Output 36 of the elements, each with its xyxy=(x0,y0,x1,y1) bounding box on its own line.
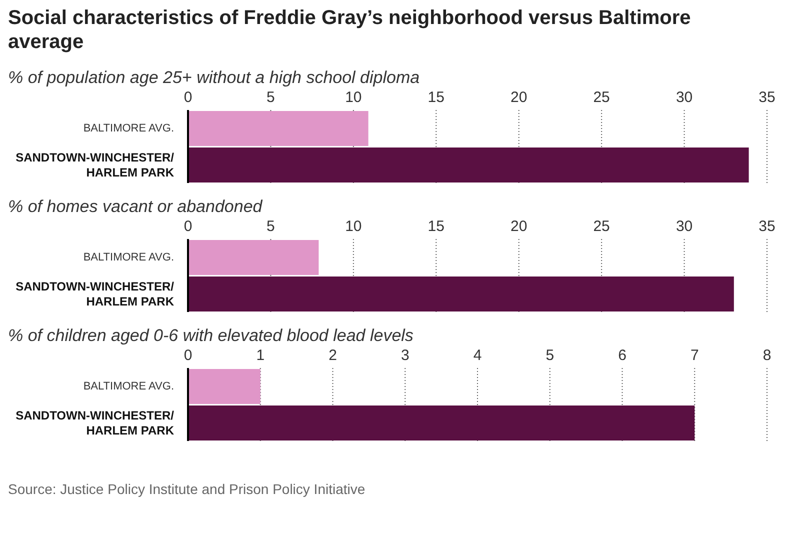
x-tick-label: 10 xyxy=(345,89,362,106)
x-tick-label: 20 xyxy=(510,218,528,235)
chart-subtitle: % of homes vacant or abandoned xyxy=(7,196,264,217)
x-tick-label: 35 xyxy=(758,89,776,106)
x-tick-label: 7 xyxy=(690,347,699,364)
y-tick-label: BALTIMORE AVG. xyxy=(83,251,174,264)
x-tick-label: 30 xyxy=(676,89,693,106)
x-tick-label: 15 xyxy=(428,89,444,106)
x-tick-label: 20 xyxy=(510,89,528,106)
x-tick-label: 15 xyxy=(428,218,444,235)
x-tick-label: 3 xyxy=(400,347,410,364)
source-note: Source: Justice Policy Institute and Prison Policy Initiative xyxy=(7,480,366,497)
x-tick-label: 5 xyxy=(546,347,554,364)
x-tick-label: 5 xyxy=(266,89,275,106)
x-tick-label: 1 xyxy=(256,347,265,364)
x-tick-label: 30 xyxy=(676,218,693,235)
chart-subtitle: % of population age 25+ without a high school diploma xyxy=(7,67,421,88)
x-tick-label: 4 xyxy=(473,347,482,364)
x-tick-label: 0 xyxy=(184,347,192,364)
y-tick-label: BALTIMORE AVG. xyxy=(83,122,174,134)
x-tick-label: 35 xyxy=(758,218,776,235)
x-tick-label: 25 xyxy=(593,218,610,235)
x-tick-label: 5 xyxy=(266,218,275,235)
x-tick-label: 10 xyxy=(345,218,362,235)
x-tick-label: 0 xyxy=(184,218,192,235)
y-tick-label: SANDTOWN-WINCHESTER/ HARLEM PARK xyxy=(16,150,175,180)
chart-title: Social characteristics of Freddie Gray’s neighborhood versus Baltimore average xyxy=(7,6,692,54)
y-tick-label: SANDTOWN-WINCHESTER/ HARLEM PARK xyxy=(16,279,175,308)
y-tick-label: BALTIMORE AVG. xyxy=(83,380,174,392)
x-tick-label: 6 xyxy=(618,347,626,364)
y-tick-label: SANDTOWN-WINCHESTER/ HARLEM PARK xyxy=(16,408,175,438)
x-tick-label: 8 xyxy=(762,347,772,364)
chart-subtitle: % of children aged 0-6 with elevated blood lead levels xyxy=(7,325,414,346)
x-tick-label: 25 xyxy=(593,89,610,106)
x-tick-label: 0 xyxy=(184,89,192,106)
x-tick-label: 2 xyxy=(328,347,337,364)
